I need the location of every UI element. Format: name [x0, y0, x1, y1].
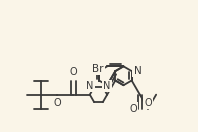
Text: O: O	[53, 98, 61, 108]
Text: O: O	[130, 103, 137, 114]
Text: Br: Br	[92, 64, 104, 74]
Text: N: N	[134, 66, 141, 76]
Text: N: N	[104, 81, 111, 91]
Text: N: N	[86, 81, 93, 91]
Text: O: O	[70, 67, 77, 77]
Text: O: O	[144, 98, 152, 108]
